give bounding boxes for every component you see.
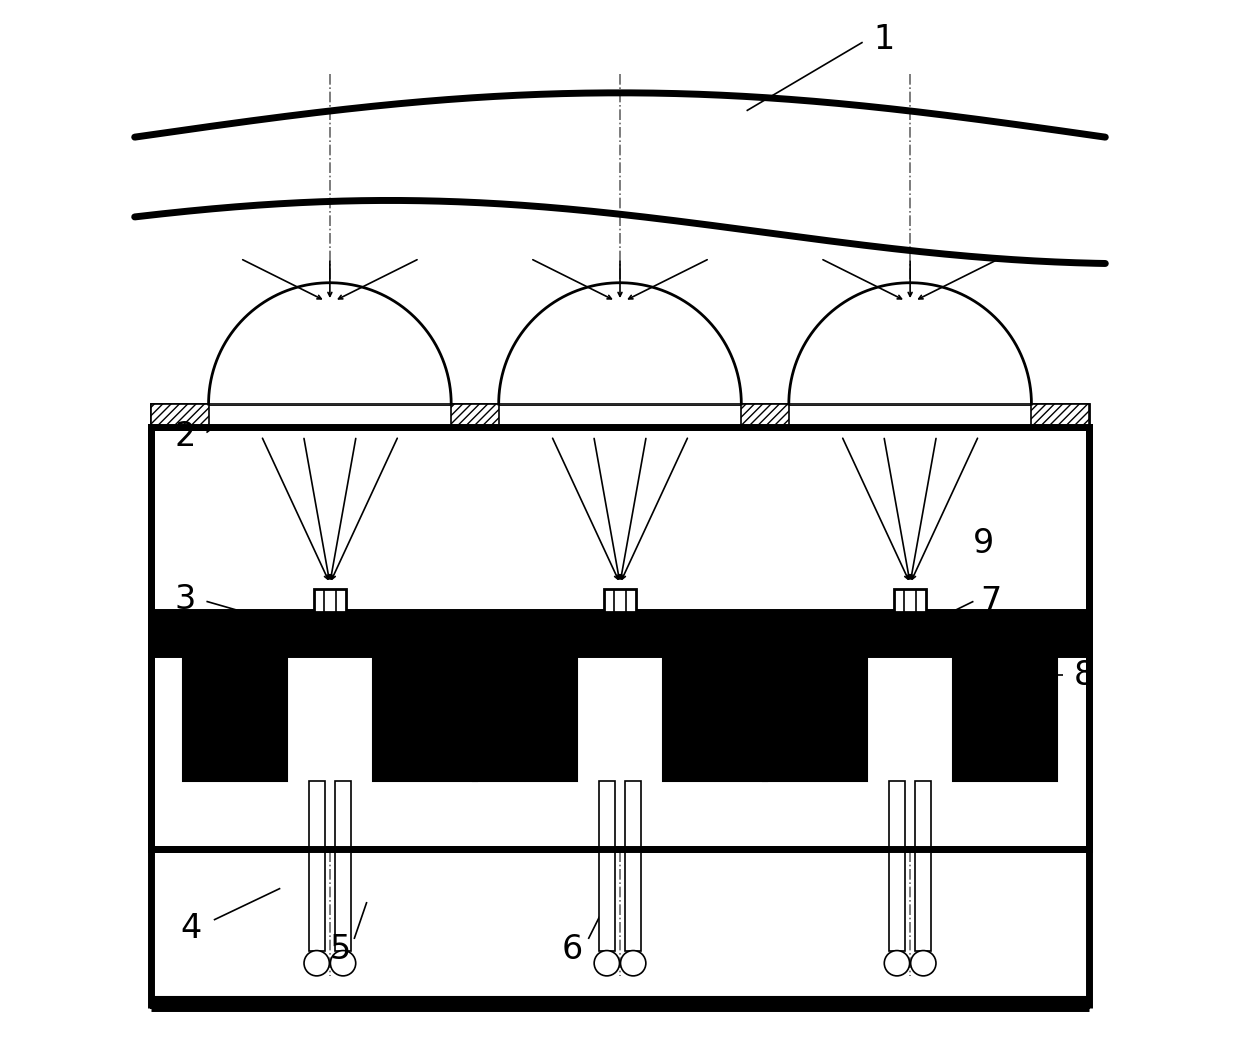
Bar: [184, 654, 234, 781]
Bar: [526, 654, 577, 781]
Bar: [150, 997, 1090, 1008]
Circle shape: [594, 951, 620, 976]
Bar: [764, 654, 815, 781]
Bar: [373, 654, 424, 781]
Bar: [915, 781, 931, 951]
Bar: [150, 427, 1090, 849]
Bar: [335, 781, 351, 951]
Text: 6: 6: [562, 933, 583, 966]
Bar: [1006, 654, 1056, 781]
Text: 9: 9: [973, 526, 994, 560]
Circle shape: [910, 951, 936, 976]
Circle shape: [620, 951, 646, 976]
Polygon shape: [498, 283, 742, 404]
Bar: [425, 654, 476, 781]
Bar: [715, 654, 766, 781]
Bar: [954, 654, 1004, 781]
Circle shape: [884, 951, 910, 976]
Text: 7: 7: [981, 584, 1002, 618]
Bar: [663, 654, 714, 781]
Bar: [599, 781, 615, 951]
Bar: [604, 589, 636, 612]
Bar: [625, 781, 641, 951]
Bar: [816, 654, 867, 781]
Text: 3: 3: [175, 582, 196, 616]
Bar: [150, 404, 208, 427]
Bar: [309, 781, 325, 951]
Bar: [894, 589, 926, 612]
Circle shape: [330, 951, 356, 976]
Bar: [889, 781, 905, 951]
Bar: [451, 404, 498, 427]
Text: 4: 4: [180, 912, 201, 945]
Bar: [474, 654, 525, 781]
Text: 2: 2: [175, 420, 196, 454]
Bar: [1032, 404, 1090, 427]
Bar: [742, 404, 789, 427]
Bar: [314, 589, 346, 612]
Circle shape: [304, 951, 330, 976]
Bar: [236, 654, 286, 781]
Text: 5: 5: [330, 933, 351, 966]
Text: 8: 8: [1074, 658, 1095, 692]
Polygon shape: [208, 283, 451, 404]
Polygon shape: [789, 283, 1032, 404]
Bar: [150, 404, 1090, 427]
Text: 1: 1: [873, 22, 894, 56]
Bar: [150, 427, 1090, 849]
Bar: [150, 612, 1090, 654]
